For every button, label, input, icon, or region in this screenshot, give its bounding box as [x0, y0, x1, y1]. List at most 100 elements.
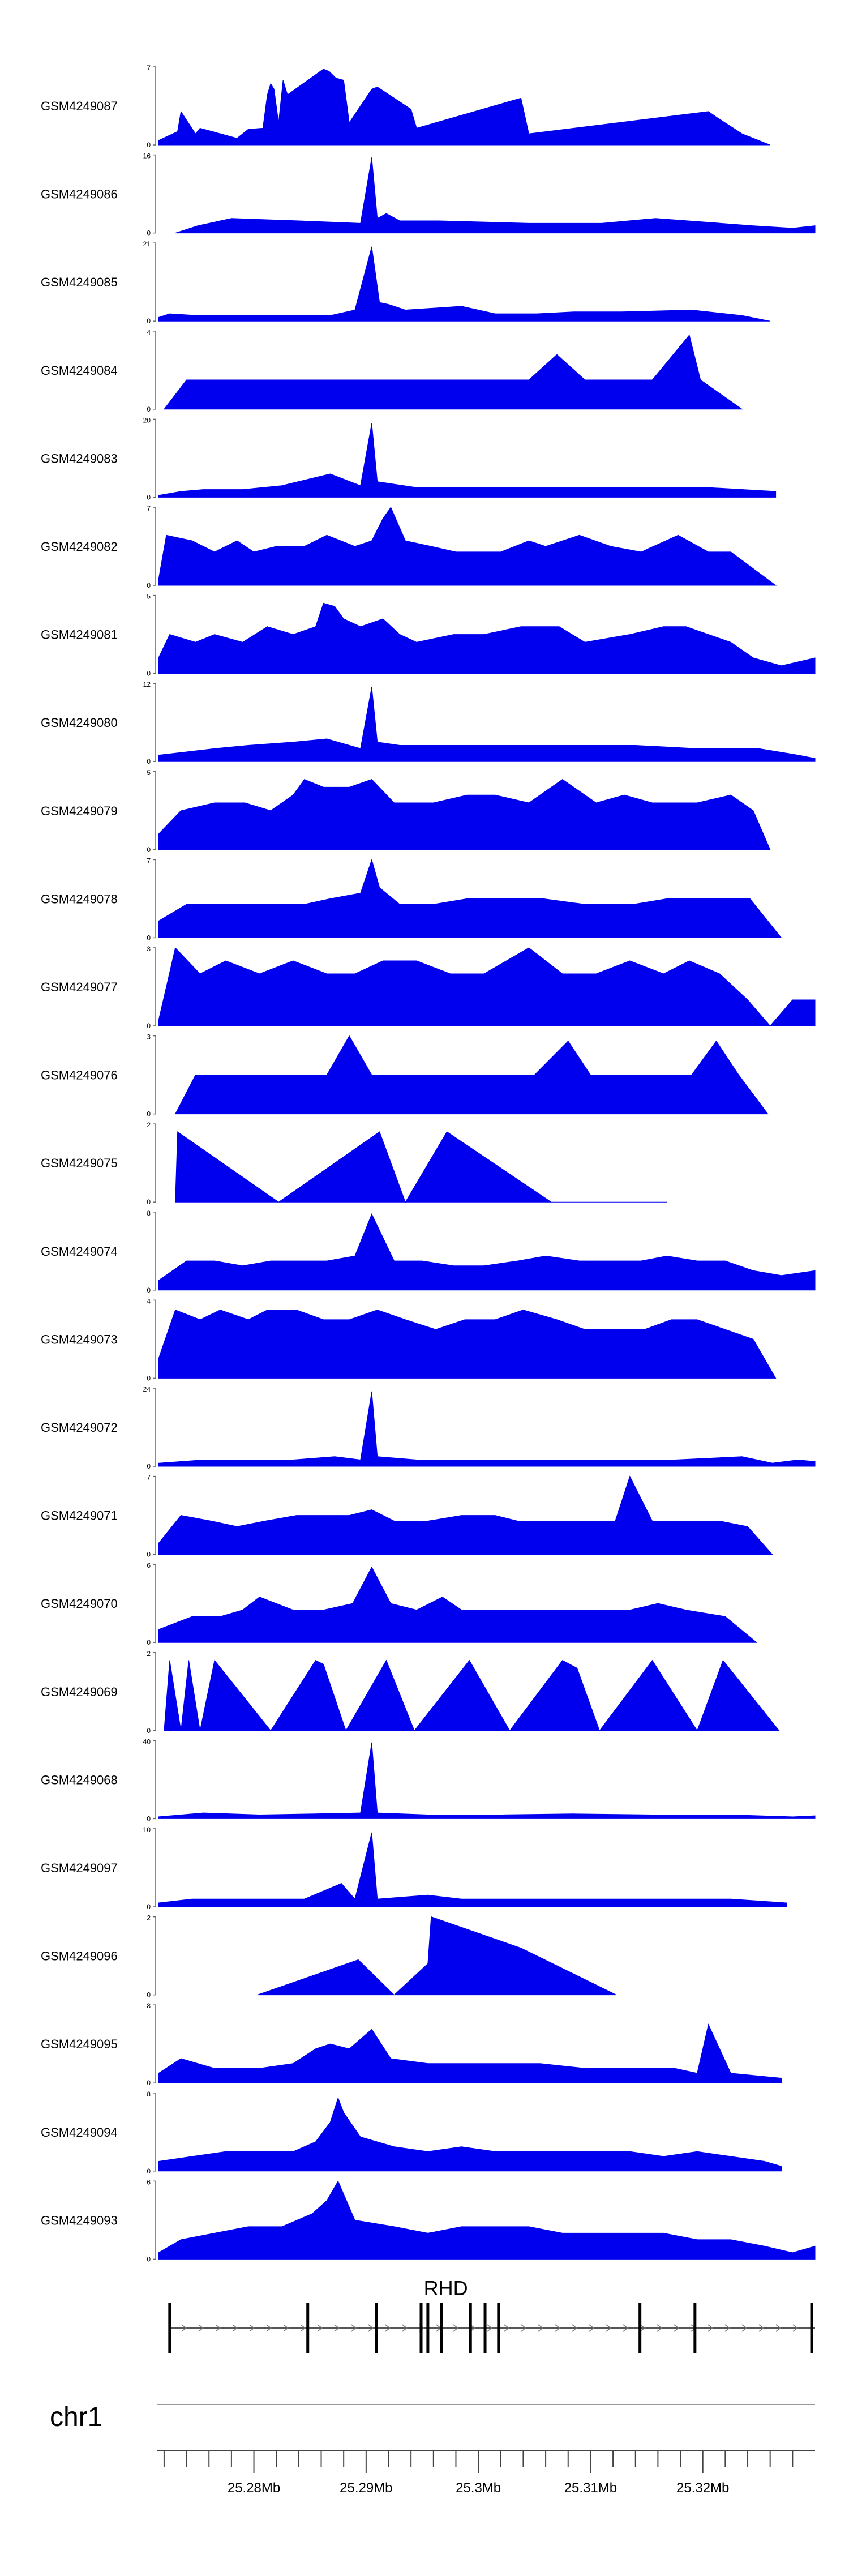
track-label: GSM4249094 [41, 2125, 118, 2139]
strand-chevron [521, 2324, 527, 2332]
track-gsm4249078: GSM4249078 7 0 [41, 857, 782, 942]
coverage-area [158, 1213, 816, 1291]
track-y-zero-label: 0 [147, 758, 151, 765]
track-y-max-label: 2 [147, 1650, 151, 1658]
coverage-area [158, 1475, 773, 1555]
axis-tick-label: 25.3Mb [456, 2480, 501, 2496]
track-y-zero-label: 0 [147, 1374, 151, 1382]
coverage-area [158, 947, 816, 1026]
track-label: GSM4249084 [41, 363, 118, 378]
track-y-max-label: 3 [147, 1033, 151, 1041]
track-label: GSM4249083 [41, 451, 118, 465]
track-label: GSM4249085 [41, 275, 118, 289]
strand-chevron [215, 2324, 221, 2332]
strand-chevron [351, 2324, 357, 2332]
track-gsm4249068: GSM4249068 40 0 [41, 1738, 816, 1822]
coverage-area [158, 2180, 816, 2260]
strand-chevron [674, 2324, 680, 2332]
track-label: GSM4249076 [41, 1068, 118, 1082]
track-gsm4249094: GSM4249094 8 0 [41, 2090, 782, 2175]
track-label: GSM4249093 [41, 2213, 118, 2227]
track-y-max-label: 5 [147, 593, 151, 601]
gene-model: RHD [168, 2277, 815, 2353]
track-y-zero-label: 0 [147, 1727, 151, 1735]
coverage-area [175, 1131, 667, 1203]
track-y-zero-label: 0 [147, 1903, 151, 1911]
strand-chevron [589, 2324, 595, 2332]
exon [638, 2303, 642, 2353]
exon [440, 2303, 443, 2353]
coverage-area [158, 246, 770, 322]
coverage-area [158, 1566, 758, 1643]
track-y-zero-label: 0 [147, 317, 151, 325]
track-y-zero-label: 0 [147, 1110, 151, 1118]
track-label: GSM4249069 [41, 1685, 118, 1699]
strand-chevron [249, 2324, 255, 2332]
strand-chevron [334, 2324, 340, 2332]
strand-chevron [555, 2324, 561, 2332]
track-y-zero-label: 0 [147, 2255, 151, 2263]
track-y-zero-label: 0 [147, 1462, 151, 1470]
strand-chevron [538, 2324, 544, 2332]
track-y-zero-label: 0 [147, 670, 151, 678]
coverage-area [164, 1659, 780, 1732]
track-y-max-label: 7 [147, 1474, 151, 1482]
exon [483, 2303, 487, 2353]
axis-tick-label: 25.29Mb [340, 2480, 392, 2496]
axis-tick-label: 25.32Mb [676, 2480, 729, 2496]
coverage-area [158, 1310, 777, 1379]
track-y-zero-label: 0 [147, 2079, 151, 2087]
track-y-zero-label: 0 [147, 493, 151, 501]
strand-chevron [741, 2324, 748, 2332]
coverage-area [175, 157, 816, 234]
track-label: GSM4249080 [41, 716, 118, 730]
track-gsm4249070: GSM4249070 6 0 [41, 1561, 758, 1646]
track-y-zero-label: 0 [147, 405, 151, 413]
track-y-max-label: 3 [147, 945, 151, 953]
track-gsm4249086: GSM4249086 16 0 [41, 152, 816, 237]
track-label: GSM4249071 [41, 1509, 118, 1523]
track-label: GSM4249086 [41, 187, 118, 202]
coverage-area [158, 686, 816, 762]
strand-chevron [266, 2324, 272, 2332]
coverage-tracks: GSM424908770GSM4249086160GSM4249085210GS… [41, 64, 816, 2263]
strand-chevron [198, 2324, 204, 2332]
track-label: GSM4249096 [41, 1949, 118, 1963]
coverage-area [163, 334, 743, 410]
track-y-max-label: 21 [143, 240, 151, 248]
track-label: GSM4249097 [41, 1861, 118, 1875]
coverage-area [158, 506, 777, 586]
exon [497, 2303, 500, 2353]
track-gsm4249083: GSM4249083 20 0 [41, 416, 777, 501]
coverage-area [158, 2023, 782, 2083]
track-gsm4249076: GSM4249076 3 0 [41, 1033, 769, 1118]
axis-tick-label: 25.28Mb [228, 2480, 280, 2496]
track-label: GSM4249082 [41, 540, 118, 554]
track-y-max-label: 12 [143, 681, 151, 688]
track-y-zero-label: 0 [147, 1022, 151, 1030]
strand-chevron [504, 2324, 510, 2332]
strand-chevron [640, 2324, 646, 2332]
track-y-max-label: 4 [147, 328, 151, 336]
exon [375, 2303, 378, 2353]
strand-chevron [317, 2324, 323, 2332]
track-y-max-label: 24 [143, 1385, 151, 1393]
track-y-max-label: 6 [147, 1561, 151, 1569]
strand-chevron [487, 2324, 493, 2332]
track-gsm4249087: GSM4249087 7 0 [41, 64, 770, 149]
track-y-max-label: 5 [147, 769, 151, 777]
track-y-max-label: 2 [147, 1121, 151, 1129]
track-label: GSM4249081 [41, 628, 118, 642]
coverage-area [257, 1916, 617, 1996]
track-gsm4249081: GSM4249081 5 0 [41, 593, 816, 678]
track-label: GSM4249075 [41, 1156, 118, 1170]
track-y-zero-label: 0 [147, 229, 151, 237]
track-label: GSM4249078 [41, 892, 118, 906]
axis-ticks: 25.28Mb 25.29Mb 25.3Mb 25.31Mb 25.32Mb [163, 2450, 794, 2496]
track-y-zero-label: 0 [147, 1286, 151, 1294]
track-label: GSM4249079 [41, 804, 118, 818]
strand-chevron [368, 2324, 374, 2332]
track-y-max-label: 8 [147, 2090, 151, 2098]
strand-chevron [385, 2324, 391, 2332]
